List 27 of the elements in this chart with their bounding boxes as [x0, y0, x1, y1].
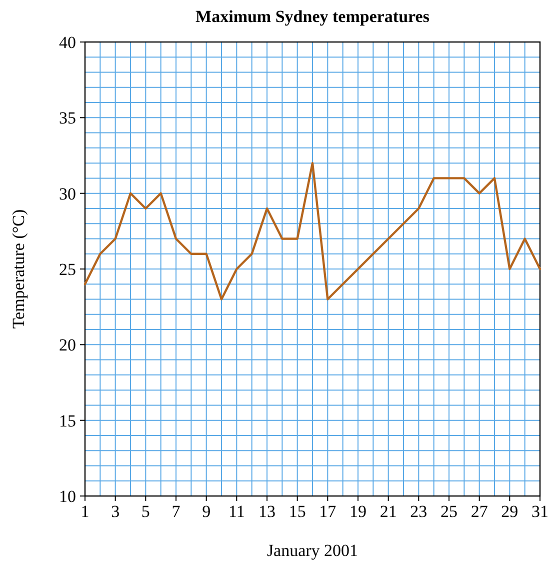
x-tick-label: 29 — [501, 502, 518, 521]
y-tick-label: 25 — [59, 260, 76, 279]
x-tick-label: 17 — [319, 502, 337, 521]
x-axis-title: January 2001 — [266, 541, 358, 560]
x-tick-label: 21 — [380, 502, 397, 521]
y-tick-label: 40 — [59, 32, 76, 52]
x-tick-label: 27 — [470, 502, 488, 521]
x-tick-label: 5 — [141, 502, 150, 521]
y-tick-label: 35 — [59, 108, 76, 128]
y-tick-label: 10 — [59, 486, 76, 506]
x-tick-label: 9 — [202, 502, 211, 521]
y-tick-label: 15 — [59, 411, 76, 430]
y-tick-label: 30 — [59, 184, 76, 204]
x-tick-label: 15 — [288, 502, 306, 521]
x-tick-label: 23 — [410, 502, 428, 521]
x-tick-label: 25 — [440, 502, 458, 521]
x-tick-label: 31 — [532, 502, 548, 521]
x-tick-label: 11 — [228, 502, 245, 521]
x-tick-label: 13 — [258, 502, 276, 521]
line-series — [84, 162, 542, 300]
y-axis-title: Temperature (°C) — [9, 209, 28, 329]
x-tick-label: 3 — [111, 502, 120, 521]
chart-title: Maximum Sydney temperatures — [196, 7, 430, 26]
x-tick-label: 1 — [80, 502, 90, 521]
x-tick-label: 7 — [172, 502, 181, 521]
x-tick-label: 19 — [350, 502, 366, 521]
y-tick-label: 20 — [59, 336, 76, 355]
